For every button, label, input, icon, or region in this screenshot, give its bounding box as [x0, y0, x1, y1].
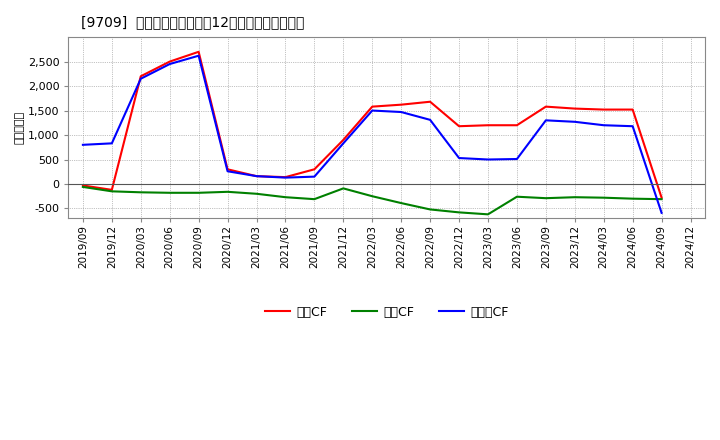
Line: フリーCF: フリーCF [83, 56, 662, 213]
営業CF [310, 167, 319, 172]
投資CF [541, 195, 550, 201]
営業CF [484, 123, 492, 128]
営業CF [107, 187, 116, 192]
営業CF [513, 123, 521, 128]
営業CF [281, 175, 289, 180]
Line: 投資CF: 投資CF [83, 187, 662, 214]
フリーCF [426, 117, 434, 122]
フリーCF [310, 174, 319, 179]
営業CF [252, 173, 261, 179]
フリーCF [629, 124, 637, 129]
フリーCF [194, 53, 203, 59]
フリーCF [397, 110, 405, 115]
フリーCF [600, 123, 608, 128]
営業CF [629, 107, 637, 112]
投資CF [570, 194, 579, 200]
営業CF [194, 49, 203, 55]
投資CF [166, 190, 174, 195]
フリーCF [281, 175, 289, 180]
フリーCF [570, 119, 579, 125]
営業CF [541, 104, 550, 109]
投資CF [657, 197, 666, 202]
営業CF [600, 107, 608, 112]
投資CF [513, 194, 521, 199]
フリーCF [137, 76, 145, 81]
投資CF [310, 197, 319, 202]
投資CF [194, 190, 203, 195]
営業CF [368, 104, 377, 109]
投資CF [600, 195, 608, 200]
営業CF [223, 167, 232, 172]
投資CF [368, 194, 377, 199]
営業CF [397, 102, 405, 107]
Legend: 営業CF, 投資CF, フリーCF: 営業CF, 投資CF, フリーCF [260, 301, 513, 323]
フリーCF [484, 157, 492, 162]
投資CF [78, 184, 87, 190]
投資CF [223, 189, 232, 194]
フリーCF [513, 156, 521, 161]
営業CF [166, 59, 174, 64]
営業CF [137, 73, 145, 79]
フリーCF [223, 169, 232, 174]
フリーCF [107, 141, 116, 146]
営業CF [426, 99, 434, 104]
営業CF [339, 137, 348, 143]
フリーCF [339, 141, 348, 146]
フリーCF [166, 62, 174, 67]
フリーCF [368, 108, 377, 113]
投資CF [629, 196, 637, 202]
投資CF [484, 212, 492, 217]
Text: [9709]  キャッシュフローの12か月移動合計の推移: [9709] キャッシュフローの12か月移動合計の推移 [81, 15, 305, 29]
投資CF [107, 189, 116, 194]
フリーCF [657, 210, 666, 216]
フリーCF [78, 142, 87, 147]
投資CF [339, 186, 348, 191]
Y-axis label: （百万円）: （百万円） [15, 111, 25, 144]
営業CF [570, 106, 579, 111]
営業CF [78, 183, 87, 188]
投資CF [397, 201, 405, 206]
営業CF [657, 195, 666, 200]
投資CF [137, 190, 145, 195]
フリーCF [455, 155, 464, 161]
Line: 営業CF: 営業CF [83, 52, 662, 198]
投資CF [281, 194, 289, 200]
投資CF [455, 210, 464, 215]
投資CF [426, 207, 434, 212]
営業CF [455, 124, 464, 129]
投資CF [252, 191, 261, 196]
フリーCF [541, 117, 550, 123]
フリーCF [252, 173, 261, 179]
